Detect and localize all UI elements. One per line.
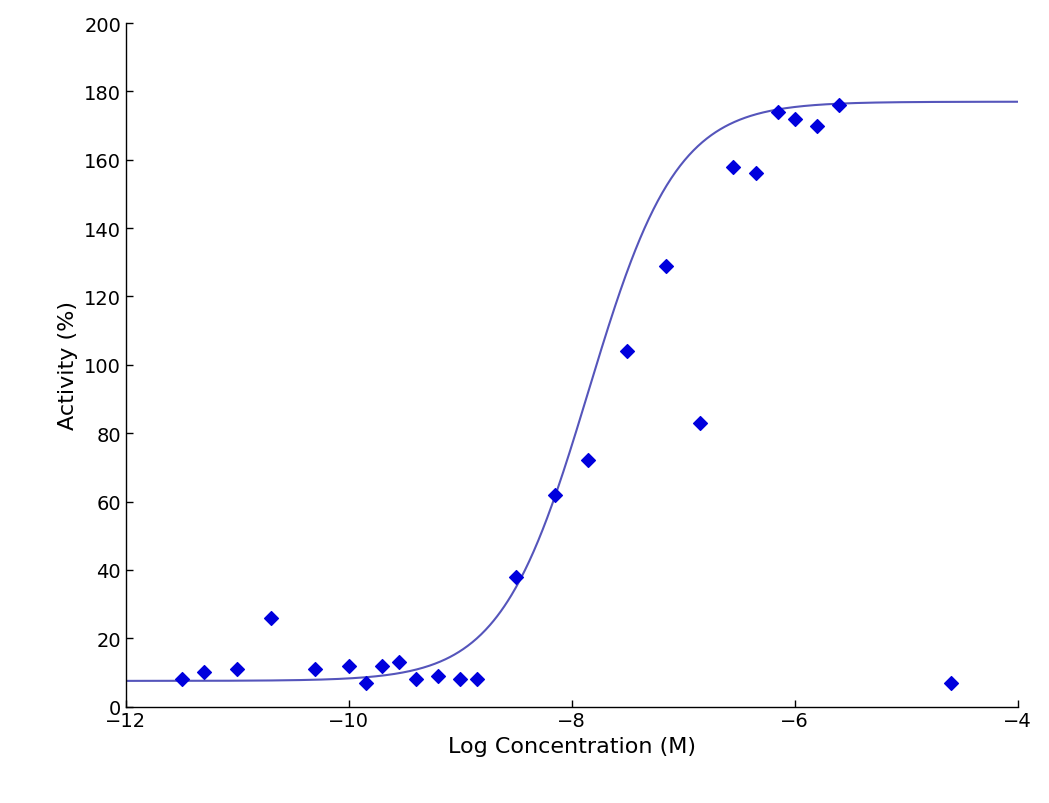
Point: [195, 666, 212, 679]
Point: [725, 161, 742, 174]
Point: [307, 662, 324, 675]
Point: [747, 168, 764, 181]
Point: [547, 488, 563, 501]
Point: [580, 454, 597, 467]
Point: [619, 345, 636, 358]
Point: [787, 113, 804, 126]
Point: [831, 100, 848, 112]
Point: [809, 120, 826, 132]
Point: [390, 656, 407, 669]
Point: [452, 673, 469, 686]
Y-axis label: Activity (%): Activity (%): [59, 301, 79, 430]
Point: [357, 676, 373, 689]
Point: [942, 676, 959, 689]
Point: [340, 659, 357, 672]
Point: [229, 662, 245, 675]
X-axis label: Log Concentration (M): Log Concentration (M): [448, 736, 695, 756]
Point: [691, 417, 708, 430]
Point: [430, 670, 447, 683]
Point: [770, 106, 787, 119]
Point: [373, 659, 390, 672]
Point: [173, 673, 190, 686]
Point: [407, 673, 424, 686]
Point: [508, 570, 524, 583]
Point: [658, 260, 675, 273]
Point: [469, 673, 486, 686]
Point: [262, 612, 279, 625]
